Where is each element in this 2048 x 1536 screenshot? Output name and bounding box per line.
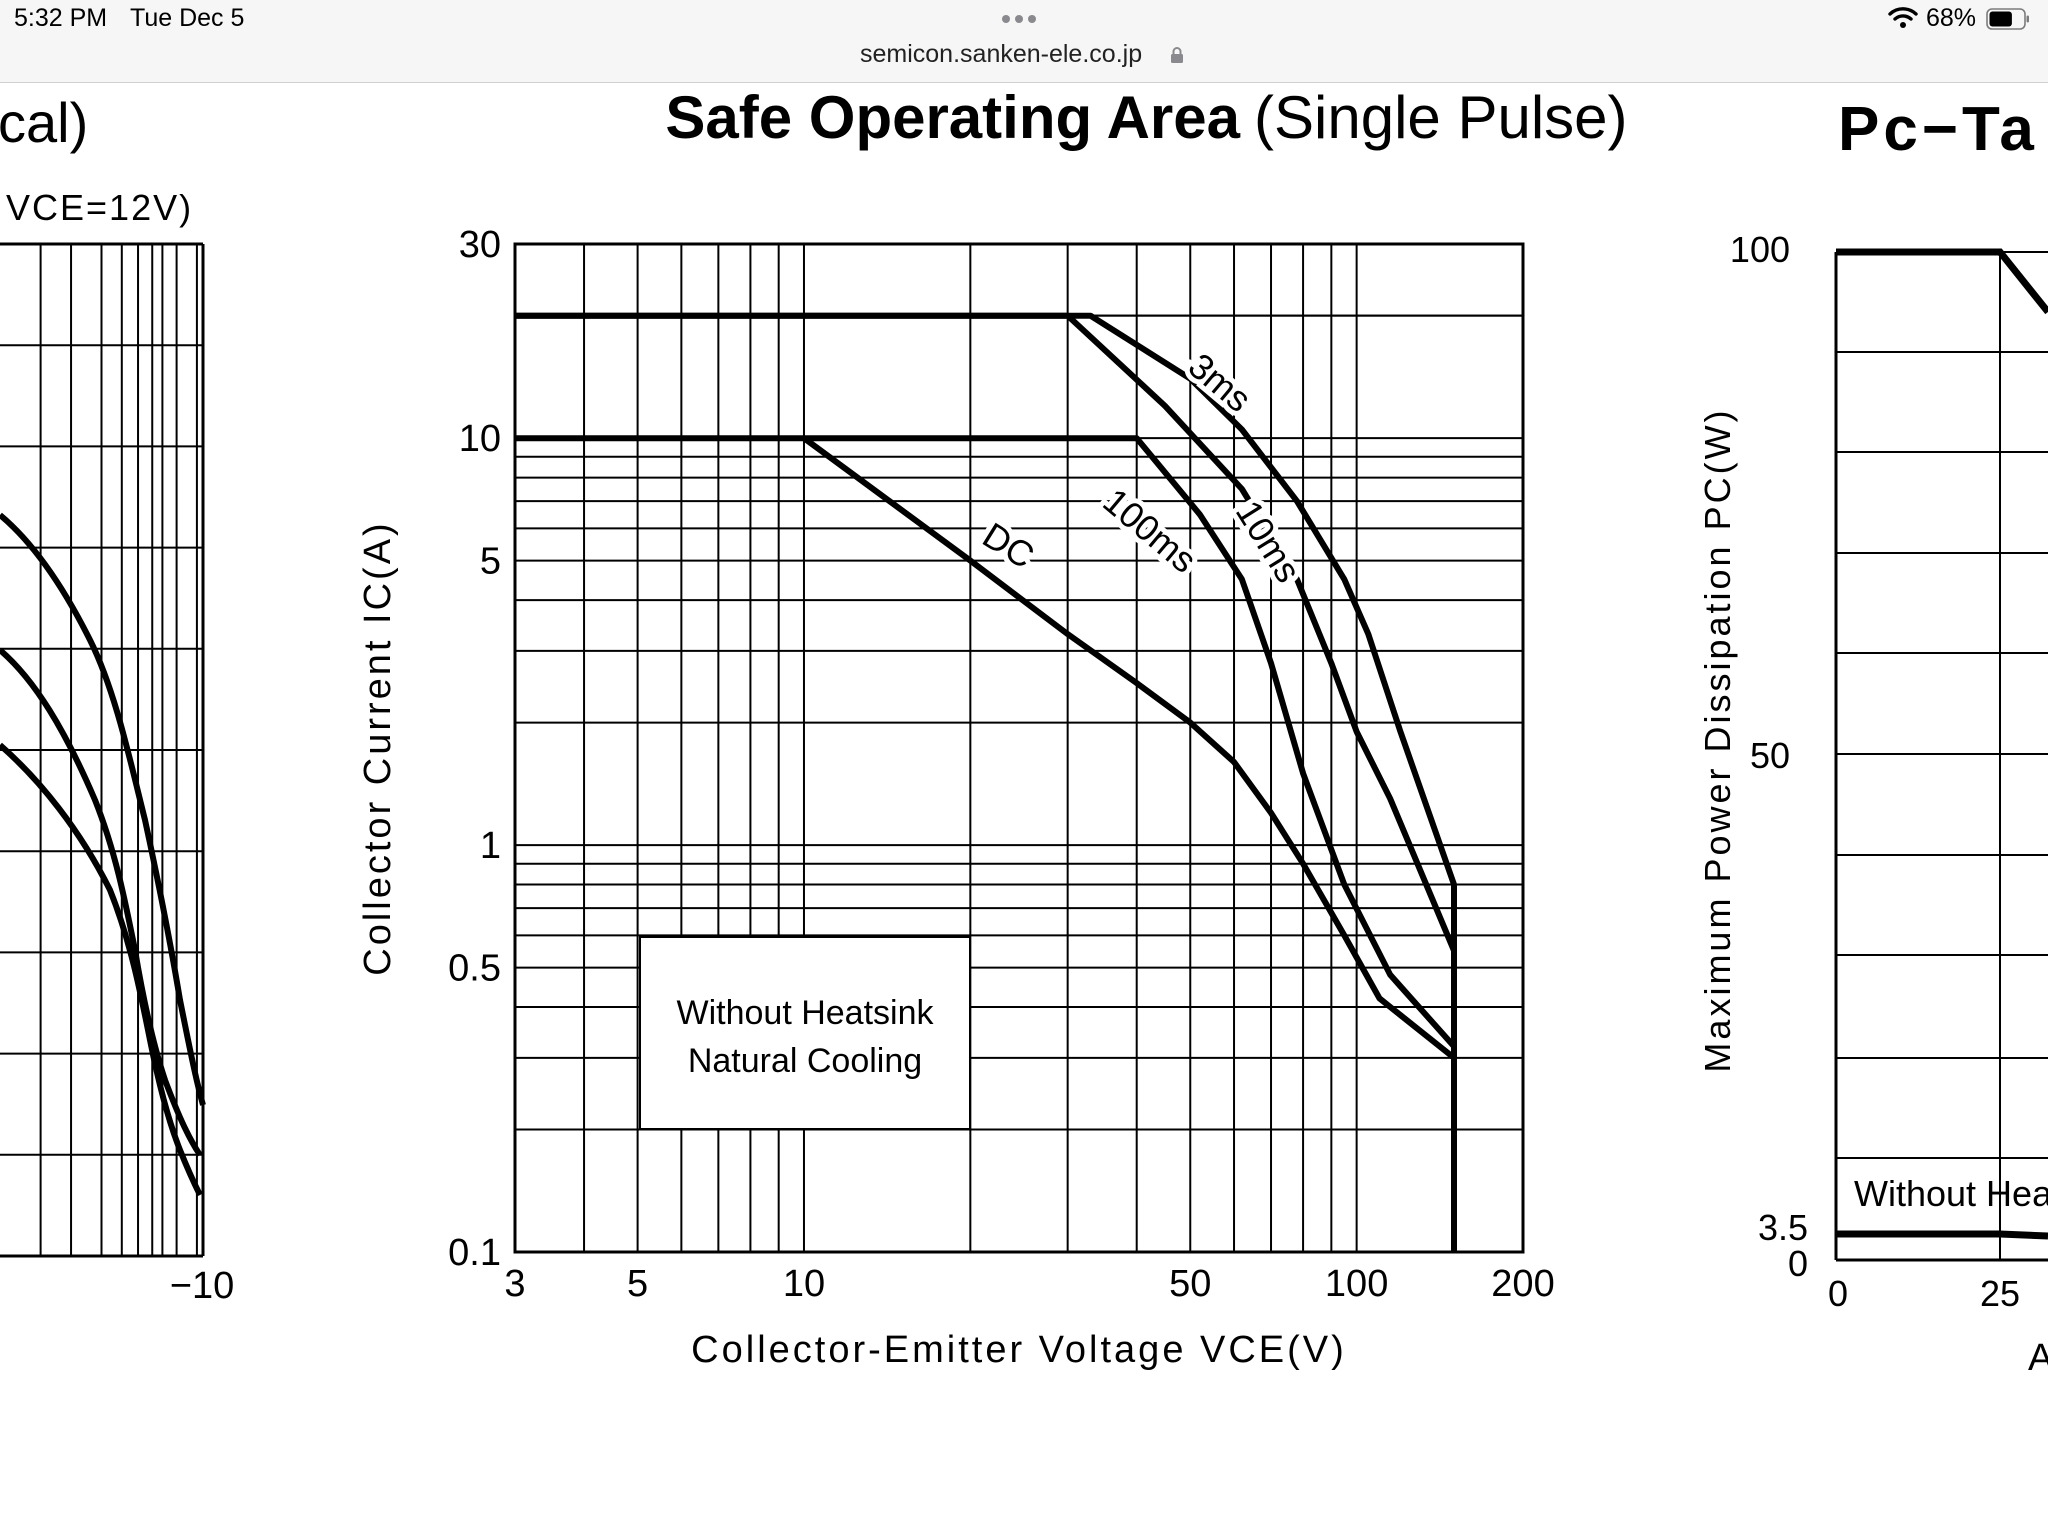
right-y-tick-0: 0: [1788, 1243, 1808, 1284]
battery-percent: 68%: [1926, 4, 1977, 32]
x-tick-label: 200: [1491, 1263, 1554, 1305]
right-y-axis-label: Maximum Power Dissipation PC(W): [1697, 407, 1738, 1072]
x-axis-ticks: 3 5 10 50 100 200: [504, 1263, 1554, 1305]
y-tick-label: 5: [480, 541, 501, 583]
annotation-line-2: Natural Cooling: [688, 1042, 922, 1080]
label-dc: DC: [976, 514, 1042, 576]
wifi-icon: [1888, 7, 1918, 28]
series-line-10ms: [515, 312, 1457, 1252]
right-annotation: Without Hea: [1854, 1173, 2048, 1214]
left-chart-partial: cal) VCE=12V) −10: [0, 91, 234, 1307]
annotation-line-1: Without Heatsink: [677, 994, 935, 1032]
y-tick-label: 10: [459, 418, 501, 460]
y-tick-label: 0.1: [448, 1232, 501, 1274]
address-url[interactable]: semicon.sanken-ele.co.jp: [860, 40, 1143, 68]
left-curve-2: [0, 647, 203, 1157]
right-x-tick-0: 0: [1828, 1273, 1848, 1314]
label-3ms: 3ms: [1181, 345, 1259, 420]
right-y-tick-50: 50: [1750, 735, 1790, 776]
y-axis-label: Collector Current IC(A): [357, 520, 399, 975]
page-content: cal) VCE=12V) −10 Safe Operating Area (S…: [0, 84, 2048, 1379]
left-curve-3: [0, 742, 203, 1197]
x-tick-label: 3: [504, 1263, 525, 1305]
left-chart-x-tick: −10: [170, 1265, 234, 1307]
status-time: 5:32 PM: [14, 4, 108, 32]
right-chart-title: Pc−Ta: [1838, 95, 2038, 164]
y-axis-ticks: 0.1 0.5 1 5 10 30: [448, 224, 501, 1274]
y-tick-label: 30: [459, 224, 501, 266]
left-curve-1: [0, 512, 206, 1106]
x-tick-label: 100: [1325, 1263, 1388, 1305]
battery-icon: [1986, 8, 2029, 30]
series-line-dc: [802, 435, 1457, 1252]
x-tick-label: 50: [1169, 1263, 1211, 1305]
series-lines: [515, 312, 1457, 1252]
chart-subtitle: (Single Pulse): [1254, 84, 1628, 151]
multitasking-dots-icon[interactable]: [1002, 10, 1046, 24]
status-bar: 5:32 PM Tue Dec 5 semicon.sanken-ele.co.…: [0, 0, 2048, 83]
left-chart-title: cal): [0, 91, 88, 154]
right-x-axis-label: A: [2028, 1337, 2048, 1379]
x-tick-label: 10: [783, 1263, 825, 1305]
soa-chart: Safe Operating Area (Single Pulse) 3 5 10 5…: [357, 84, 1628, 1371]
right-chart-grid: [1834, 251, 2048, 1262]
y-tick-label: 0.5: [448, 948, 501, 990]
chart-title: Safe Operating Area: [665, 84, 1240, 151]
right-y-tick-3-5: 3.5: [1758, 1207, 1808, 1248]
y-tick-label: 1: [480, 825, 501, 867]
label-100ms: 100ms: [1095, 480, 1204, 581]
left-chart-condition: VCE=12V): [6, 187, 193, 228]
chart-grid: [515, 244, 1523, 1252]
series-line-3ms: [515, 312, 1457, 1252]
series-line-100ms: [515, 435, 1457, 1252]
status-date: Tue Dec 5: [130, 4, 245, 32]
right-x-tick-25: 25: [1980, 1273, 2020, 1314]
x-axis-label: Collector-Emitter Voltage VCE(V): [691, 1329, 1347, 1371]
x-tick-label: 5: [627, 1263, 648, 1305]
plot-frame: [513, 242, 1525, 1254]
annotation-box: Without Heatsink Natural Cooling: [639, 936, 971, 1130]
right-baseline-curve: [1836, 1230, 2048, 1240]
right-curve: [1836, 248, 2048, 315]
lock-icon: [1171, 47, 1183, 63]
right-chart-partial: Pc−Ta 100 50 3.5 0 0 25 Maximum Power Di…: [1697, 95, 2048, 1379]
right-y-tick-100: 100: [1730, 229, 1790, 270]
